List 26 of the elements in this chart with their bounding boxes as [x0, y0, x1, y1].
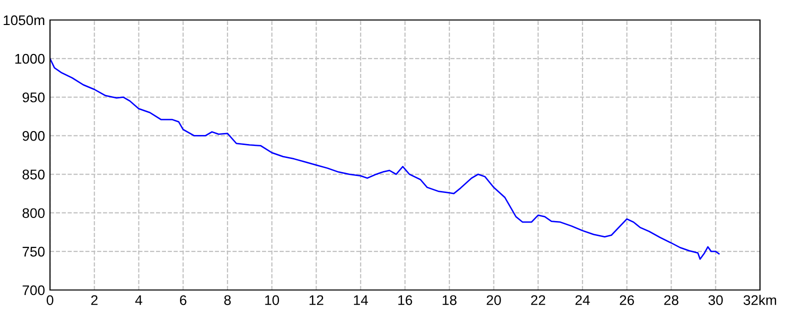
x-tick-label: 26 [620, 295, 634, 306]
x-tick-label: 12 [310, 295, 324, 305]
y-tick-label: 700 [22, 285, 45, 296]
y-tick-label: 900 [22, 131, 45, 141]
x-tick-label: 20 [486, 295, 501, 306]
x-tick-label: 10 [265, 295, 280, 306]
x-tick-label: 14 [354, 295, 368, 305]
x-tick-label: 28 [664, 295, 678, 306]
x-tick-label: 30 [708, 295, 723, 306]
line-series [50, 58, 720, 260]
y-tick-label: 850 [22, 170, 45, 180]
x-tick-label: 8 [224, 295, 231, 306]
y-tick-label: 950 [22, 92, 45, 102]
y-tick-label: 750 [22, 246, 45, 257]
x-tick-label: 32km [744, 294, 776, 306]
x-tick-label: 0 [46, 295, 54, 306]
x-tick-label: 16 [398, 295, 412, 306]
y-tick-label: 1000 [15, 54, 45, 64]
x-tick-label: 24 [575, 295, 590, 305]
x-tick-label: 4 [135, 295, 142, 305]
x-tick-label: 6 [180, 295, 186, 306]
x-tick-label: 22 [531, 295, 546, 305]
x-tick-label: 18 [442, 295, 456, 306]
y-tick-label: 1050m [4, 15, 44, 26]
x-tick-label: 2 [91, 295, 98, 305]
y-tick-label: 800 [22, 208, 45, 218]
